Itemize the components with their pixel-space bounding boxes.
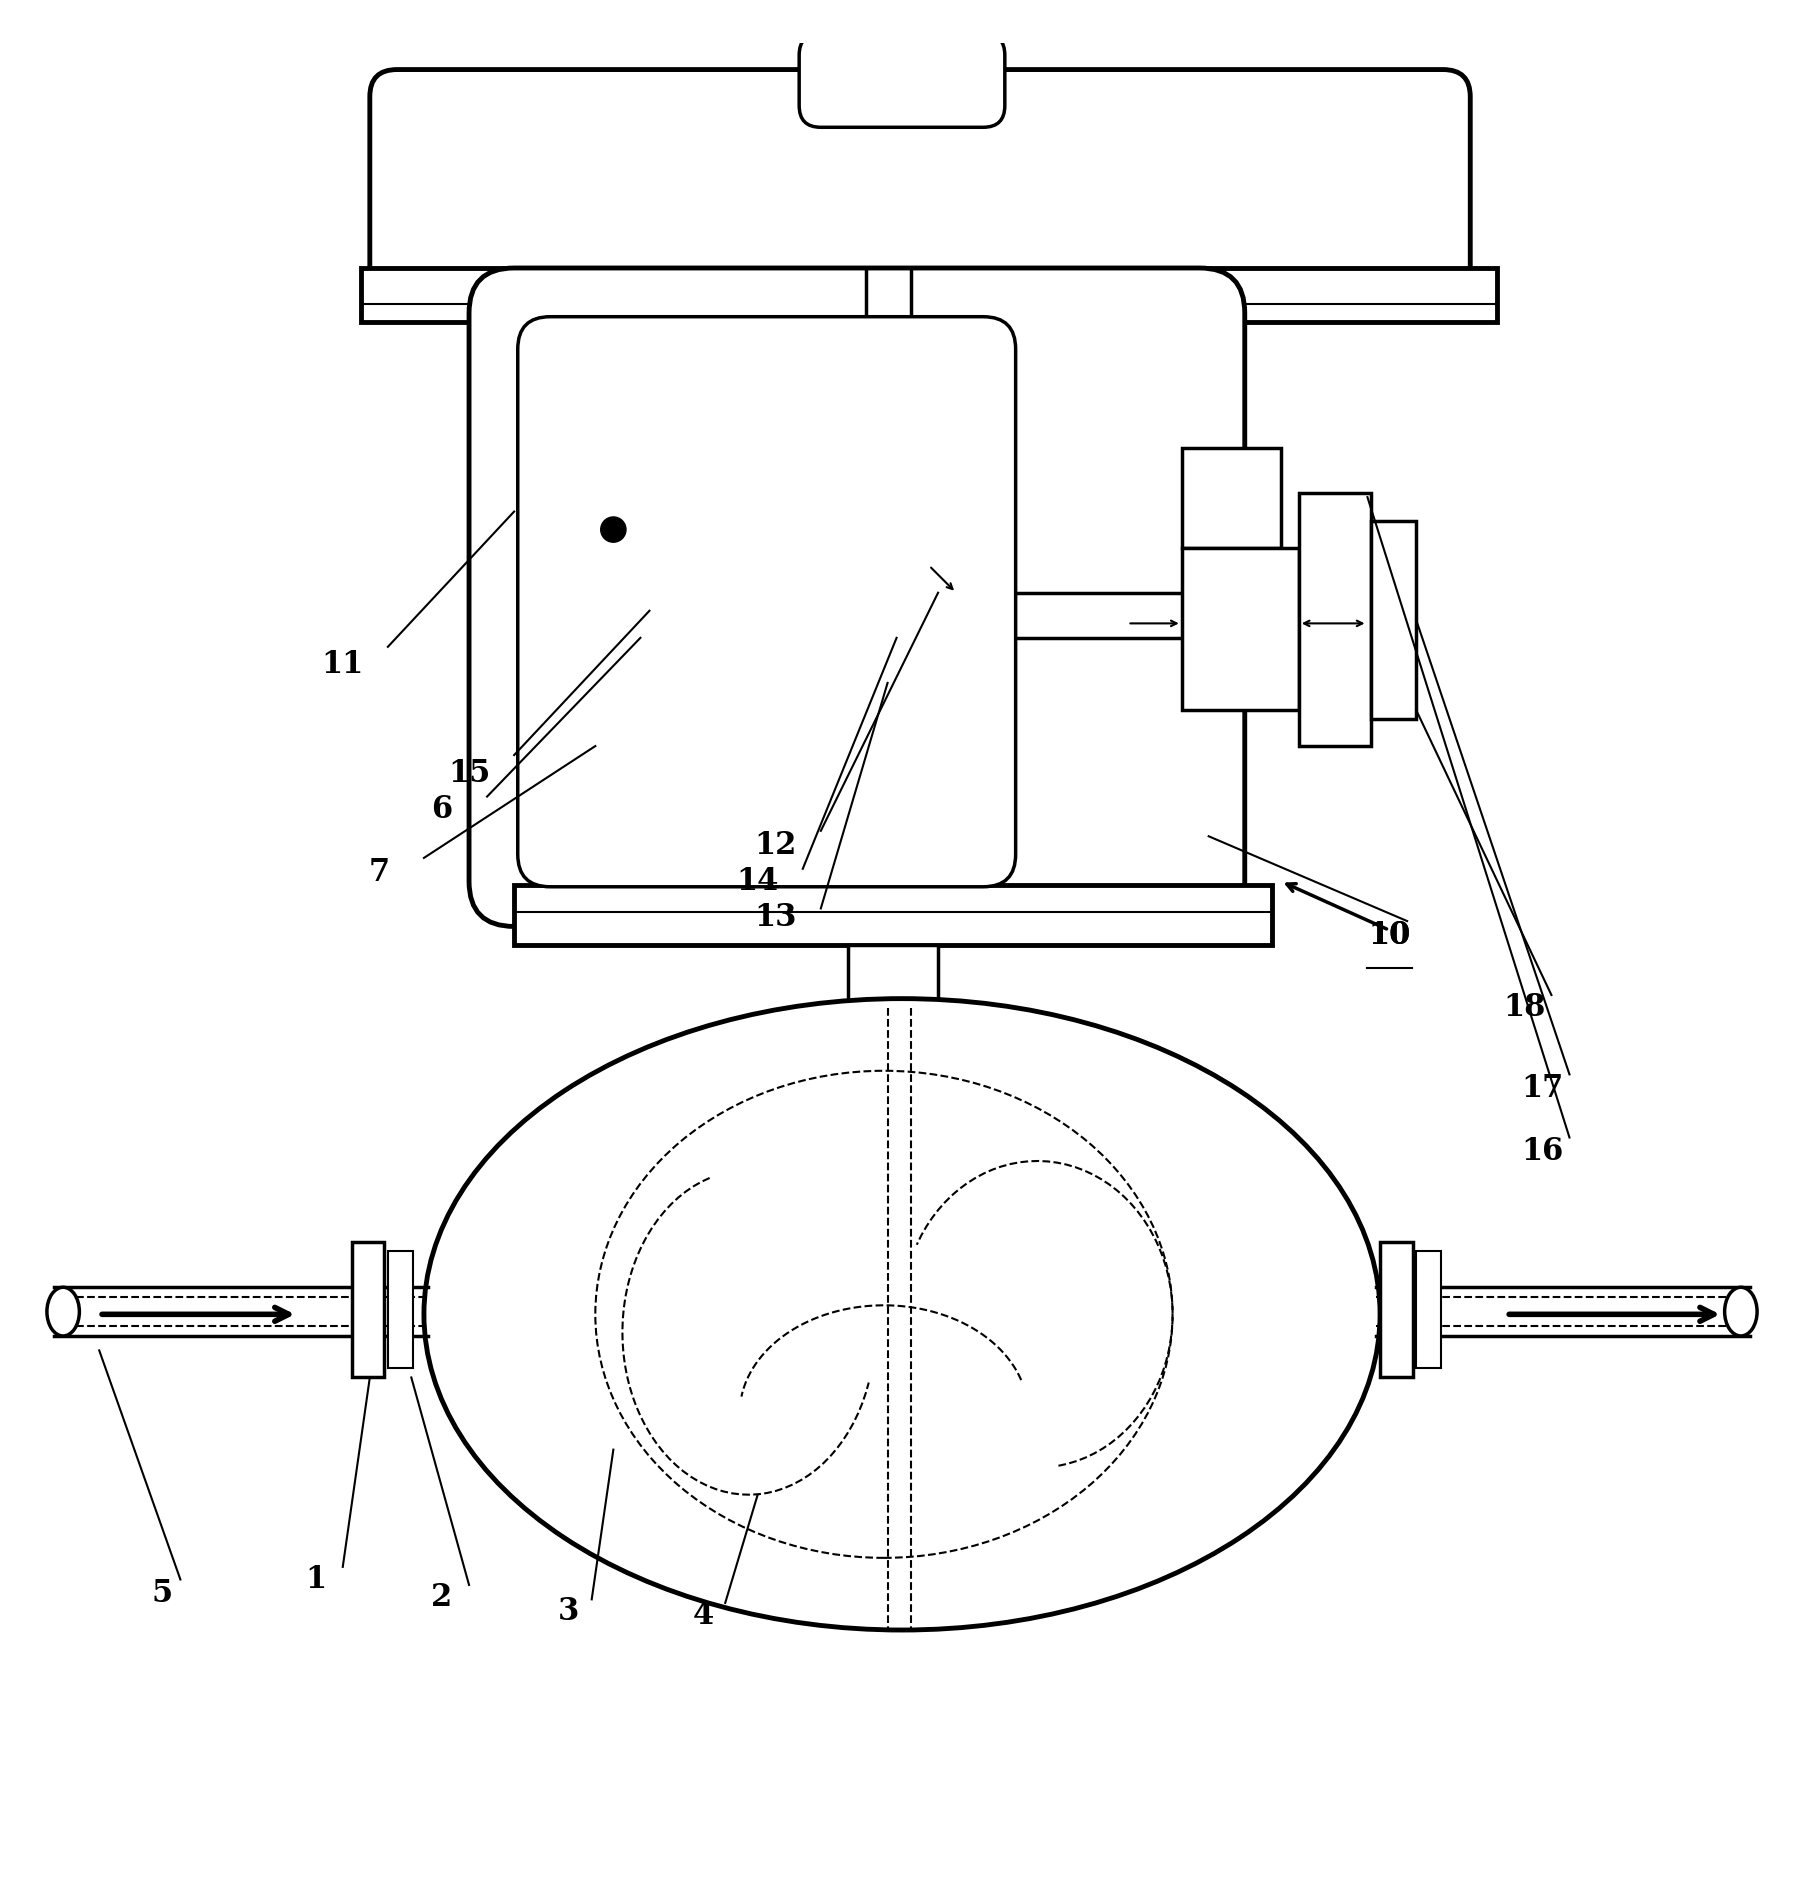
Bar — [1371, 521, 1416, 720]
Text: 2: 2 — [431, 1583, 453, 1613]
Bar — [1380, 1243, 1413, 1377]
Text: 10: 10 — [1367, 920, 1411, 950]
Bar — [352, 1243, 384, 1377]
Text: 11: 11 — [321, 650, 364, 680]
Bar — [514, 884, 1272, 944]
FancyBboxPatch shape — [518, 317, 1016, 886]
Bar — [848, 944, 938, 1007]
FancyBboxPatch shape — [469, 268, 1245, 926]
Text: 15: 15 — [447, 757, 491, 788]
Text: 14: 14 — [736, 865, 779, 897]
Text: 16: 16 — [1521, 1137, 1564, 1167]
Text: 6: 6 — [431, 793, 453, 825]
Text: 7: 7 — [368, 858, 390, 888]
Ellipse shape — [47, 1286, 79, 1336]
Text: 5: 5 — [152, 1579, 173, 1609]
Text: 10: 10 — [1367, 920, 1411, 950]
Bar — [1182, 448, 1281, 548]
Bar — [1182, 548, 1299, 710]
Ellipse shape — [1725, 1286, 1757, 1336]
Text: 13: 13 — [754, 901, 797, 933]
Bar — [1416, 1251, 1441, 1368]
Text: 3: 3 — [557, 1596, 579, 1628]
Text: 17: 17 — [1521, 1073, 1564, 1105]
Bar — [388, 1251, 413, 1368]
Text: 1: 1 — [305, 1564, 327, 1594]
Bar — [1299, 493, 1371, 746]
Ellipse shape — [424, 999, 1380, 1630]
Bar — [361, 268, 1497, 323]
FancyBboxPatch shape — [370, 70, 1470, 295]
Text: 4: 4 — [693, 1600, 714, 1630]
Text: 18: 18 — [1503, 992, 1546, 1024]
Circle shape — [601, 518, 626, 542]
Text: 12: 12 — [754, 829, 797, 861]
FancyBboxPatch shape — [799, 34, 1005, 127]
